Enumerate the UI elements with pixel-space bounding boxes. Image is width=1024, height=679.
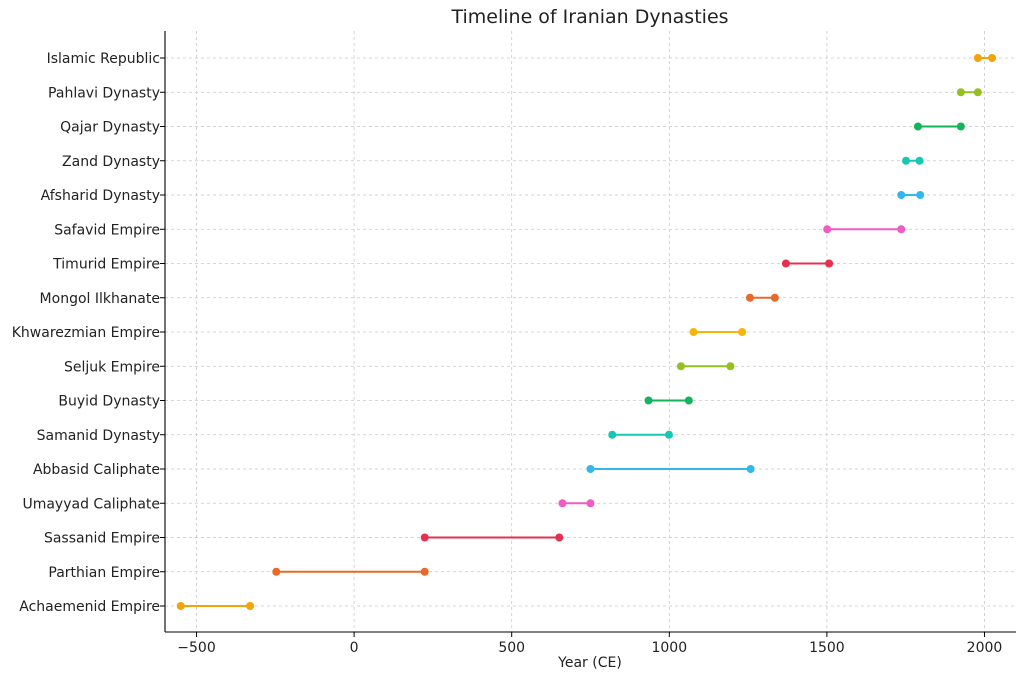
dynasty-end-point [956, 122, 965, 131]
dynasty-end-point [973, 88, 982, 97]
dynasty-end-point [664, 430, 673, 439]
dynasty-start-point [272, 567, 281, 576]
dynasty-start-point [586, 465, 595, 473]
y-tick-label: Islamic Republic [47, 51, 160, 67]
dynasty-end-point [684, 396, 693, 405]
y-tick-label: Timurid Empire [52, 257, 160, 273]
y-tick-label: Samanid Dynasty [37, 428, 160, 444]
y-tick-label: Sassanid Empire [44, 531, 160, 547]
y-tick-label: Mongol Ilkhanate [40, 291, 160, 307]
dynasty-start-point [689, 328, 698, 336]
dynasty-end-point [770, 293, 779, 302]
dynasty-start-point [781, 259, 790, 268]
dynasty-end-point [916, 191, 925, 199]
bar-layer [176, 54, 997, 610]
y-tick-label: Umayyad Caliphate [22, 496, 160, 512]
dynasty-start-point [913, 122, 922, 131]
y-tick-label: Afsharid Dynasty [41, 188, 160, 204]
y-tick-label: Khwarezmian Empire [12, 325, 160, 341]
dynasty-end-point [746, 465, 755, 473]
dynasty-start-point [956, 88, 965, 97]
y-tick-label: Parthian Empire [48, 565, 160, 581]
dynasty-start-point [644, 396, 653, 405]
x-tick-label: 2000 [967, 640, 1003, 656]
x-tick-label: 500 [498, 640, 525, 656]
dynasty-start-point [608, 430, 617, 439]
dynasty-start-point [420, 533, 429, 542]
dynasty-end-point [726, 362, 735, 371]
dynasty-end-point [897, 225, 906, 234]
y-tick-label: Pahlavi Dynasty [48, 85, 160, 101]
dynasty-end-point [825, 259, 834, 268]
x-tick-label: 0 [350, 640, 359, 656]
x-tick-label: 1000 [651, 640, 687, 656]
dynasty-start-point [676, 362, 685, 371]
dynasty-start-point [745, 293, 754, 302]
grid-layer [165, 31, 1016, 632]
chart-title: Timeline of Iranian Dynasties [450, 6, 728, 28]
x-tick-label: 1500 [809, 640, 845, 656]
dynasty-start-point [897, 191, 906, 199]
dynasty-start-point [176, 602, 185, 610]
y-tick-label: Zand Dynasty [62, 154, 160, 170]
dynasty-end-point [738, 328, 747, 336]
y-tick-label: Abbasid Caliphate [33, 462, 160, 478]
axes-layer [164, 31, 1016, 633]
dynasty-end-point [915, 156, 924, 165]
dynasty-end-point [586, 499, 595, 508]
y-tick-label: Qajar Dynasty [60, 120, 160, 136]
dynasty-end-point [555, 533, 564, 542]
dynasty-start-point [902, 156, 911, 165]
dynasty-end-point [988, 54, 997, 62]
dynasty-end-point [420, 567, 429, 576]
x-axis-label: Year (CE) [557, 655, 622, 671]
y-tick-label: Seljuk Empire [64, 359, 160, 375]
dynasty-end-point [246, 602, 255, 610]
y-tick-label: Buyid Dynasty [58, 394, 160, 410]
x-tick-layer: −500 0 500 1000 1500 2000 [177, 632, 1002, 656]
y-tick-label: Safavid Empire [54, 222, 160, 238]
y-tick-label: Achaemenid Empire [19, 599, 160, 615]
dynasty-start-point [823, 225, 832, 234]
dynasty-start-point [973, 54, 982, 62]
dynasty-start-point [558, 499, 567, 508]
y-label-layer: Achaemenid Empire Parthian Empire Sassanid… [12, 51, 165, 615]
x-tick-label: −500 [177, 640, 215, 656]
